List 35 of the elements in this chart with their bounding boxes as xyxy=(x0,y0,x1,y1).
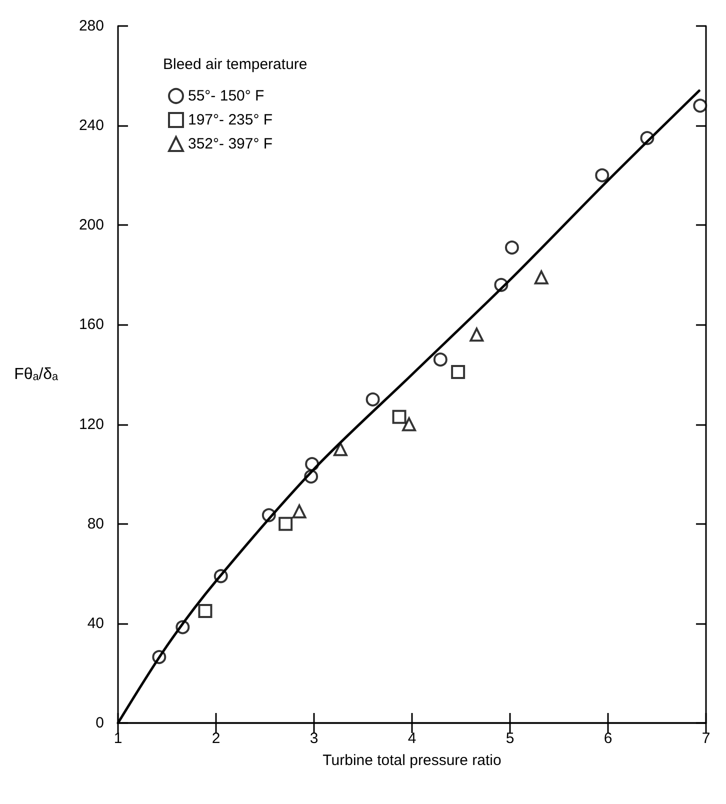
point xyxy=(292,504,306,518)
point xyxy=(392,410,406,424)
y-tick-label: 0 xyxy=(96,714,104,732)
y-axis-title: Fθₐ/δₐ xyxy=(14,366,60,383)
x-tick-label: 3 xyxy=(310,730,318,747)
x-tick-label: 4 xyxy=(408,730,416,747)
y-tick-label: 120 xyxy=(78,416,104,433)
point xyxy=(470,328,484,342)
point xyxy=(198,604,212,618)
x-tick-label: 2 xyxy=(212,730,220,747)
y-tick-label: 280 xyxy=(78,18,104,34)
x-tick-label: 6 xyxy=(604,730,612,747)
point xyxy=(333,442,348,456)
point xyxy=(693,98,708,113)
x-tick-label: 5 xyxy=(506,730,514,747)
y-tick-label: 240 xyxy=(78,117,104,134)
legend-label: 197°- 235° F xyxy=(188,112,273,128)
point xyxy=(451,365,466,380)
legend-title: Bleed air temperature xyxy=(163,56,308,73)
y-tick-label: 80 xyxy=(87,515,104,532)
point xyxy=(595,168,610,182)
y-tick-label: 40 xyxy=(87,614,104,632)
legend-label: 352°- 397° F xyxy=(188,136,273,152)
x-tick-label: 7 xyxy=(702,730,710,747)
point xyxy=(402,417,416,432)
point xyxy=(278,516,293,531)
x-axis-title: Turbine total pressure ratio xyxy=(322,752,502,769)
point xyxy=(366,392,380,406)
y-tick-label: 200 xyxy=(78,216,104,234)
point xyxy=(504,240,519,255)
legend-label: 55°- 150° F xyxy=(188,88,264,104)
y-tick-label: 160 xyxy=(78,316,104,334)
point xyxy=(433,352,448,367)
x-tick-label: 1 xyxy=(114,730,122,747)
point xyxy=(534,270,548,284)
